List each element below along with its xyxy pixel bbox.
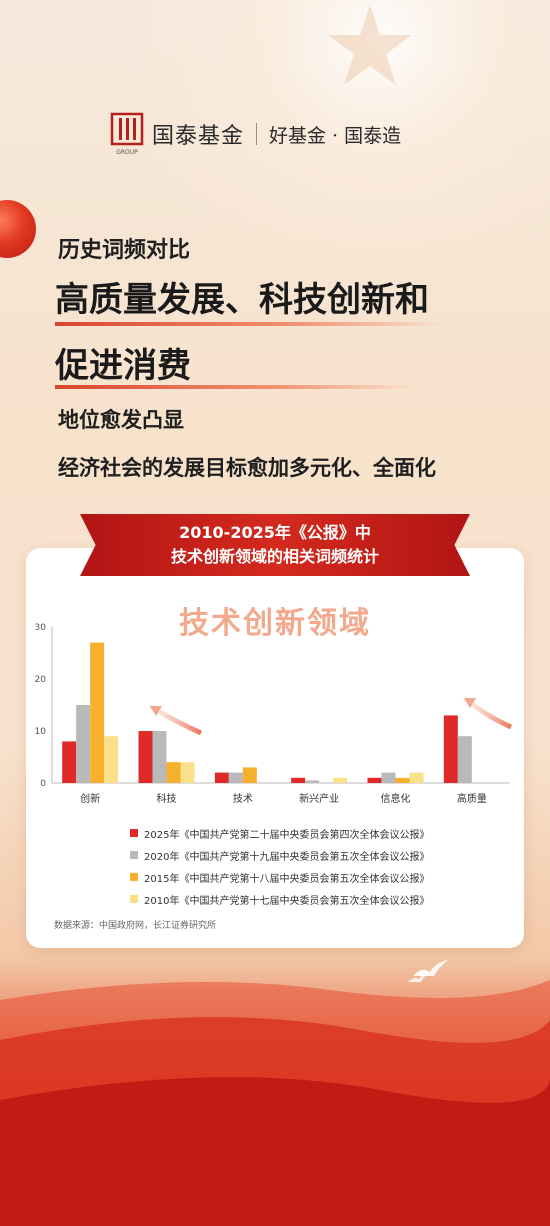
header-divider <box>256 123 258 145</box>
bar <box>443 715 458 783</box>
headline-main-line1: 高质量发展、科技创新和 <box>55 280 429 320</box>
bar <box>214 772 229 783</box>
legend-swatch <box>130 873 138 881</box>
legend-item: 2020年《中国共产党第十九届中央委员会第五次全体会议公报》 <box>130 844 429 866</box>
bar <box>62 741 77 783</box>
headline-kicker: 历史词频对比 <box>58 237 191 263</box>
bar <box>76 705 91 783</box>
bottom-red-waves <box>0 980 550 1226</box>
y-tick-label: 10 <box>35 727 47 737</box>
bar <box>305 780 320 783</box>
brand-name: 国泰基金 <box>152 124 245 149</box>
headline-underline-1 <box>55 322 445 326</box>
legend-swatch <box>130 895 138 903</box>
bar <box>395 777 410 783</box>
legend-label: 2025年《中国共产党第二十届中央委员会第四次全体会议公报》 <box>144 829 430 841</box>
legend-item: 2025年《中国共产党第二十届中央委员会第四次全体会议公报》 <box>130 822 429 844</box>
bar <box>166 762 181 783</box>
doves-icon <box>408 960 448 982</box>
bar-chart: 0 10 20 30 创新 科技 技术 新兴产业 信息化 高质量 <box>35 623 513 805</box>
logo-sub-text: GROUP <box>116 149 138 156</box>
trend-arrow-gaozhiliang-head <box>464 698 476 708</box>
bar <box>152 731 167 783</box>
legend-label: 2020年《中国共产党第十九届中央委员会第五次全体会议公报》 <box>144 851 430 863</box>
legend-label: 2010年《中国共产党第十七届中央委员会第五次全体会议公报》 <box>144 895 430 907</box>
bar <box>381 772 396 783</box>
bar <box>367 777 382 783</box>
legend-item: 2015年《中国共产党第十八届中央委员会第五次全体会议公报》 <box>130 866 429 888</box>
legend-item: 2010年《中国共产党第十七届中央委员会第五次全体会议公报》 <box>130 888 429 910</box>
bar <box>180 762 195 783</box>
bar <box>291 777 306 783</box>
x-tick-label: 科技 <box>157 792 177 805</box>
chart-banner: 2010-2025年《公报》中 技术创新领域的相关词频统计 <box>80 514 470 576</box>
legend-label: 2015年《中国共产党第十八届中央委员会第五次全体会议公报》 <box>144 873 430 885</box>
x-tick-label: 创新 <box>80 792 100 805</box>
bar <box>228 772 243 783</box>
brand-header: GROUP 国泰基金 好基金 · 国泰造 <box>110 112 401 156</box>
guotai-logo-icon: GROUP <box>110 112 144 156</box>
bar <box>242 767 257 783</box>
bar <box>409 772 424 783</box>
chart-title: 技术创新领域 <box>179 606 371 641</box>
bar <box>457 736 472 783</box>
x-tick-label: 技术 <box>233 792 253 805</box>
legend-swatch <box>130 829 138 837</box>
headline-sub-line2: 经济社会的发展目标愈加多元化、全面化 <box>58 455 436 480</box>
bar <box>333 777 348 783</box>
banner-line2: 技术创新领域的相关词频统计 <box>170 547 379 566</box>
y-tick-label: 0 <box>40 779 46 789</box>
chart-legend: 2025年《中国共产党第二十届中央委员会第四次全体会议公报》 2020年《中国共产… <box>130 822 429 910</box>
national-emblem-star-icon <box>328 5 412 85</box>
legend-swatch <box>130 851 138 859</box>
bar <box>90 642 105 783</box>
y-tick-label: 30 <box>35 623 47 633</box>
y-tick-label: 20 <box>35 675 47 685</box>
headline-underline-2 <box>55 385 415 389</box>
x-tick-label: 高质量 <box>457 792 487 805</box>
headline-main-line2: 促进消费 <box>55 346 191 386</box>
x-tick-label: 信息化 <box>381 792 411 805</box>
bar <box>138 731 153 783</box>
trend-arrow-kejicon-head <box>150 706 162 716</box>
bar <box>104 736 119 783</box>
brand-slogan: 好基金 · 国泰造 <box>269 124 402 147</box>
banner-line1: 2010-2025年《公报》中 <box>179 523 371 542</box>
x-tick-label: 新兴产业 <box>299 792 339 805</box>
background-glow <box>0 0 550 500</box>
data-source: 数据来源：中国政府网，长江证券研究所 <box>54 921 217 931</box>
headline-sub-line1: 地位愈发凸显 <box>58 407 184 432</box>
